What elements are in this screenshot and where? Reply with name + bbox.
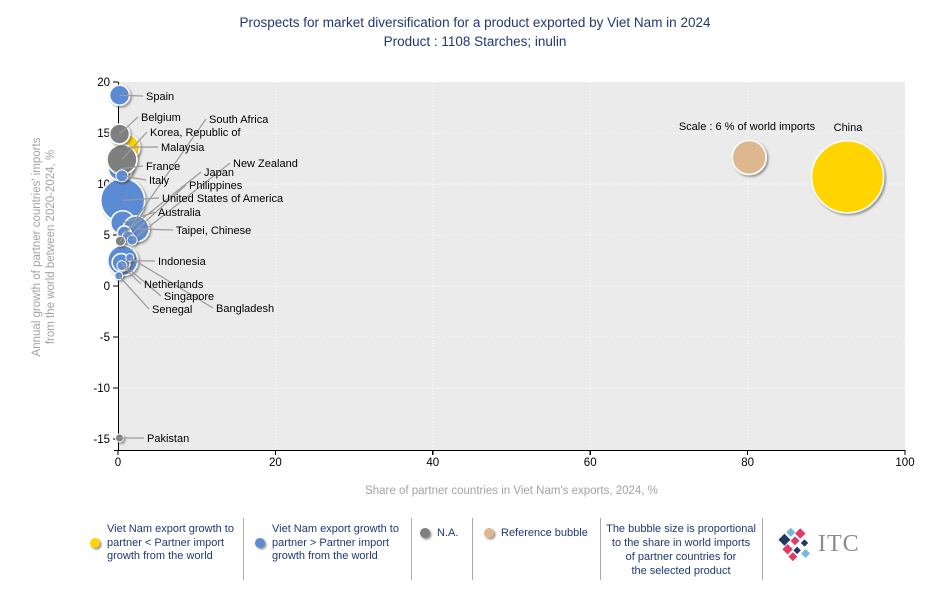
y-tick-label: -10 [93,383,110,395]
leader-line [131,162,231,241]
x-tick-label: 60 [584,457,597,469]
legend-separator [243,518,244,580]
country-label-spain: Spain [146,91,174,103]
bubble-china[interactable] [810,140,885,214]
leader-line [121,265,142,285]
country-label-netherlands: Netherlands [144,279,204,291]
y-tick-label: 15 [97,128,110,140]
y-axis-title-line1: Annual growth of partner countries' impo… [31,137,43,356]
leader-line [121,175,147,181]
leader-line [120,262,162,297]
leader-line [119,116,139,135]
legend-item-reference: Reference bubble [501,527,588,539]
country-label-philippines: Philippines [189,180,243,192]
x-tick-label: 40 [426,457,439,469]
leader-line [122,197,160,201]
country-label-senegal: Senegal [152,304,192,316]
chart-title-line2: Product : 1108 Starches; inulin [383,34,567,49]
legend-bar: Viet Nam export growth to partner < Part… [0,515,950,590]
leader-line [136,228,174,231]
leader-line [123,171,202,234]
leader-line [119,94,144,97]
country-label-japan: Japan [204,167,234,179]
country-label-united-states-of-america: United States of America [162,193,284,205]
leader-line [122,211,156,224]
legend-item-na: N.A. [437,527,459,539]
leader-line [118,275,150,310]
legend-blue-bubble-icon [255,538,265,548]
plot-area [118,82,905,450]
legend-separator [762,518,763,580]
country-label-china: China [834,122,864,134]
scale-annotation: Scale : 6 % of world imports [679,121,816,133]
leader-line [121,131,148,160]
y-tick-label: -15 [93,434,110,446]
x-tick-label: 100 [895,457,914,469]
country-label-france: France [146,161,180,173]
country-label-australia: Australia [158,207,202,219]
leader-line [119,118,207,242]
leader-line [129,256,214,309]
leader-line [120,165,144,170]
country-label-singapore: Singapore [164,291,214,303]
legend-note: The bubble size is proportional to the s… [606,523,756,577]
chart-title-line1: Prospects for market diversification for… [239,15,711,30]
country-label-malaysia: Malaysia [161,142,205,154]
bubble-reference-bubble[interactable] [731,139,767,176]
x-tick-label: 0 [115,457,121,469]
country-label-new-zealand: New Zealand [233,158,298,170]
itc-logo-text: ITC [818,530,860,557]
leader-line [122,259,156,262]
x-tick-label: 20 [269,457,282,469]
legend-separator [600,518,601,580]
legend-reference-bubble-icon [484,528,494,538]
country-label-belgium: Belgium [141,112,181,124]
country-label-south-africa: South Africa [209,114,269,126]
y-tick-label: 5 [104,230,110,242]
legend-separator [472,518,473,580]
itc-logo-pinwheel-icon [778,527,811,562]
country-label-italy: Italy [149,175,170,187]
y-tick-label: 0 [104,281,110,293]
x-axis-title: Share of partner countries in Viet Nam's… [365,485,658,497]
y-tick-label: -5 [100,332,110,344]
legend-item-export-lt: Viet Nam export growth to partner < Part… [107,523,234,562]
y-axis-title-line2: from the world between 2020-2024, % [45,150,57,344]
country-label-indonesia: Indonesia [158,256,207,268]
chart-title: Prospects for market diversification for… [0,13,950,51]
legend-gray-bubble-icon [420,528,430,538]
legend-item-export-gt: Viet Nam export growth to partner > Part… [272,523,399,562]
country-label-taipei-chinese: Taipei, Chinese [176,225,251,237]
legend-yellow-bubble-icon [90,538,100,548]
itc-logo: ITC [776,525,860,563]
country-label-pakistan: Pakistan [147,433,189,445]
x-tick-label: 80 [741,457,754,469]
country-label-bangladesh: Bangladesh [216,303,274,315]
y-tick-label: 20 [97,77,110,89]
leader-line [127,184,187,238]
legend-separator [411,518,412,580]
country-label-korea-republic-of: Korea, Republic of [150,127,241,139]
